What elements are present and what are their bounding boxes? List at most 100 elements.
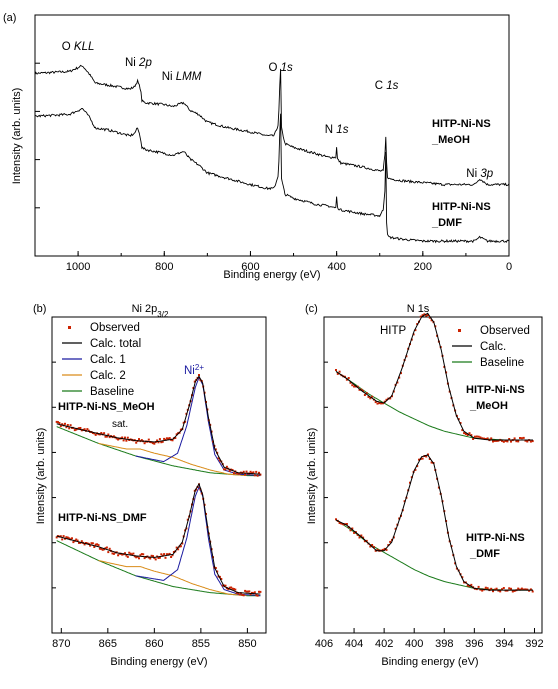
c-meoh-observed-point	[483, 437, 485, 440]
c-meoh-observed-point	[365, 392, 368, 395]
c-dmf-observed-point	[492, 590, 494, 593]
b-meoh-observed-point	[112, 435, 115, 438]
b-dmf-observed-point	[91, 542, 94, 545]
b-dmf-observed-point	[143, 557, 146, 560]
b-dmf-observed-point	[172, 551, 175, 553]
a-series-dmf-line	[34, 108, 510, 244]
b-meoh-observed-point	[147, 438, 150, 441]
panel-a-spectra	[34, 64, 510, 244]
c-meoh-observed-point	[466, 434, 469, 436]
b-dmf-observed-point	[175, 546, 178, 549]
c-dmf-observed-point	[356, 533, 359, 536]
c-dmf-observed-point	[481, 589, 484, 592]
b-meoh-observed-point	[235, 472, 238, 475]
b-meoh-observed-point	[214, 448, 217, 451]
c-meoh-observed-point	[400, 372, 402, 375]
c-dmf-observed-point	[389, 540, 392, 543]
b-meoh-observed-point	[125, 439, 128, 442]
panel-c-title: N 1s	[407, 303, 430, 315]
b-meoh-observed-point	[107, 433, 110, 436]
c-dmf-observed-point	[345, 523, 348, 525]
b-meoh-observed-point	[86, 428, 89, 431]
b-dmf-observed-point	[90, 542, 93, 545]
b-meoh-observed-point	[165, 437, 168, 440]
c-dmf-observed-point	[524, 588, 527, 591]
c-meoh-observed-point	[463, 432, 466, 435]
c-dmf-observed-point	[403, 500, 406, 503]
b-meoh-observed-point	[160, 441, 163, 444]
b-dmf-observed-point	[78, 541, 80, 544]
b-meoh-observed-point	[94, 433, 97, 436]
c-meoh-observed-point	[459, 422, 462, 424]
b-meoh-observed-point	[184, 420, 187, 423]
c-dmf-observed-point	[513, 589, 516, 592]
c-dmf-observed-point	[335, 518, 337, 521]
c-meoh-observed-point	[464, 433, 467, 435]
b-dmf-observed-point	[96, 543, 99, 546]
b-meoh-observed-point	[64, 422, 66, 425]
a-peak-label-1: Ni 2p	[125, 57, 152, 69]
b-dmf-observed-point	[103, 548, 106, 551]
c-meoh-observed-point	[519, 437, 521, 439]
c-dmf-observed-point	[486, 587, 489, 590]
b-meoh-observed-point	[115, 437, 118, 440]
b-dmf-observed-point	[71, 537, 73, 540]
b-legend-label-1: Calc. total	[90, 338, 141, 350]
b-dmf-observed-point	[108, 547, 111, 550]
c-meoh-observed-point	[338, 370, 341, 373]
panel-b-x-ticks: 870 865 860 855 850	[52, 361, 257, 650]
b-dmf-observed-point	[230, 586, 233, 589]
b-dmf-observed-point	[168, 552, 171, 555]
b-dmf-observed-point	[242, 594, 245, 597]
c-meoh-observed-point	[497, 439, 500, 442]
b-meoh-observed-point	[121, 436, 124, 439]
a-peak-label-4: N 1s	[325, 124, 349, 136]
b-dmf-observed-point	[256, 594, 259, 597]
c-meoh-observed-point	[472, 438, 475, 440]
c-dmf-observed-point	[499, 590, 502, 593]
c-meoh-observed-point	[522, 436, 525, 439]
b-dmf-observed-point	[75, 538, 78, 541]
c-meoh-observed-point	[506, 440, 509, 443]
a-x-tick-label-5: 0	[506, 261, 512, 273]
b-meoh-baseline	[56, 426, 261, 477]
c-dmf-observed-point	[510, 587, 512, 590]
panel-b-legend: Observed Calc. total Calc. 1 Calc. 2 Baselin…	[62, 322, 141, 398]
b-dmf-observed-point	[248, 590, 251, 593]
c-meoh-observed-point	[457, 418, 460, 421]
b-dmf-observed-point	[66, 536, 69, 539]
b-legend-label-0: Observed	[90, 322, 140, 334]
b-dmf-observed-point	[253, 591, 256, 594]
b-dmf-observed-point	[76, 539, 79, 542]
c-meoh-observed-point	[508, 438, 511, 440]
c-dmf-observed-point	[522, 588, 525, 591]
b-dmf-observed-point	[157, 557, 160, 559]
b-dmf-observed-point	[142, 553, 145, 556]
b-meoh-observed-point	[198, 374, 200, 376]
b-dmf-observed-point	[135, 556, 138, 559]
panel-c: (c) N 1s 406 404 402 400 398 396 394 392 Observ…	[305, 303, 544, 668]
c-dmf-observed-point	[463, 581, 466, 584]
b-dmf-observed-point	[245, 590, 248, 593]
c-x-tick-label-6: 394	[495, 638, 513, 650]
b-meoh-observed-point	[104, 435, 107, 438]
c-meoh-observed-point	[381, 402, 384, 405]
b-meoh-observed-point	[68, 427, 71, 430]
c-dmf-observed-point	[461, 576, 464, 579]
b-meoh-observed-point	[231, 469, 234, 471]
c-series-label-meoh-1: HITP-Ni-NS	[466, 384, 525, 396]
c-meoh-observed-point	[484, 438, 487, 440]
c-meoh-observed-point	[495, 439, 498, 442]
b-dmf-observed-point	[59, 535, 62, 538]
b-dmf-observed-point	[86, 542, 89, 545]
a-peak-label-5: C 1s	[375, 80, 399, 92]
panel-c-legend: Observed Calc. Baseline	[452, 325, 530, 369]
c-dmf-observed-point	[363, 540, 366, 543]
c-dmf-observed-point	[383, 547, 386, 550]
c-dmf-observed-point	[416, 465, 419, 468]
b-dmf-observed-point	[228, 586, 231, 589]
b-meoh-observed-point	[65, 426, 68, 429]
b-dmf-observed-point	[186, 518, 189, 521]
b-meoh-observed-point	[61, 423, 64, 426]
